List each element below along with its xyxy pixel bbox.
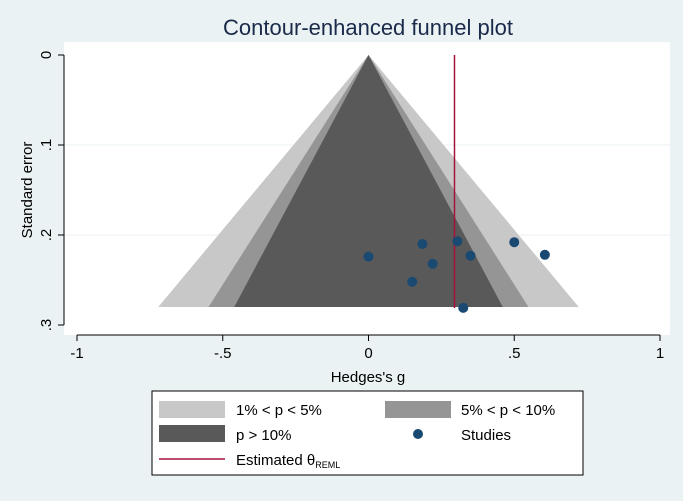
x-tick-label-2: 0 <box>364 345 372 362</box>
study-points <box>363 236 550 313</box>
legend-label-estimate: Estimated θREML <box>236 452 340 470</box>
study-point-1 <box>363 251 374 262</box>
y-tick-label-1: .1 <box>38 139 55 152</box>
legend: 1% < p < 5% 5% < p < 10% p > 10% Studies… <box>151 390 584 476</box>
study-point-3 <box>427 258 438 269</box>
x-tick-label-1: -.5 <box>214 345 232 362</box>
chart-title: Contour-enhanced funnel plot <box>223 15 513 40</box>
study-point-7 <box>509 237 520 248</box>
y-tick-label-0: 0 <box>38 51 55 59</box>
study-point-9 <box>458 302 469 313</box>
funnel-contour-3 <box>234 55 503 307</box>
legend-swatch-contour-2 <box>385 401 451 418</box>
x-tick-label-0: -1 <box>70 345 83 362</box>
axes: -1 -.5 0 .5 1 0 .1 .2 .3 <box>38 51 664 362</box>
legend-label-contour-2: 5% < p < 10% <box>461 402 555 419</box>
x-tick-label-4: 1 <box>656 345 664 362</box>
study-point-8 <box>539 249 550 260</box>
legend-label-contour-1: 1% < p < 5% <box>236 402 322 419</box>
legend-estimate-subscript: REML <box>315 460 340 470</box>
y-tick-label-3: .3 <box>38 319 55 332</box>
study-point-5 <box>452 236 463 247</box>
y-tick-label-2: .2 <box>38 229 55 242</box>
x-axis-label: Hedges's g <box>331 369 406 386</box>
legend-label-contour-3: p > 10% <box>236 427 291 444</box>
y-axis-label: Standard error <box>19 142 36 239</box>
legend-estimate-text: Estimated θ <box>236 452 315 469</box>
legend-marker-studies <box>413 429 423 439</box>
legend-label-studies: Studies <box>461 427 511 444</box>
study-point-4 <box>407 276 418 287</box>
legend-swatch-contour-1 <box>159 401 225 418</box>
study-point-6 <box>465 250 476 261</box>
x-tick-label-3: .5 <box>508 345 521 362</box>
funnel-contours <box>158 55 579 307</box>
study-point-2 <box>417 239 428 249</box>
legend-swatch-contour-3 <box>159 425 225 442</box>
